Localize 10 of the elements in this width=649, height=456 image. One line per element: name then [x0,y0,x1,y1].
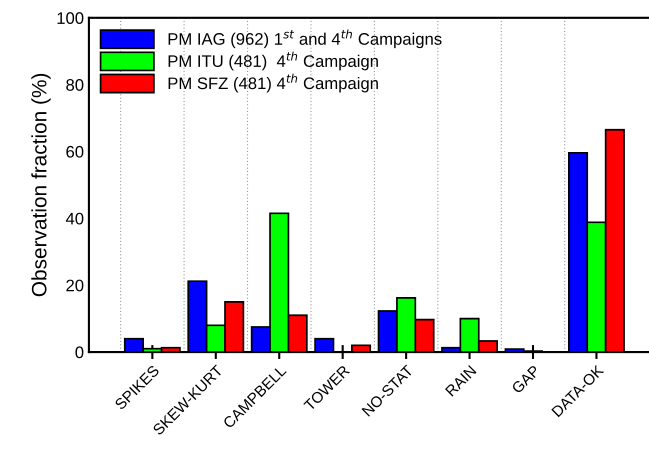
legend-label: PM SFZ (481) 4$^{th}$ Campaign [168,74,378,92]
y-tick-label: 0 [75,346,84,358]
y-tick-label: 60 [66,146,84,158]
y-tick-label: 40 [66,212,84,225]
y-tick-label: 20 [66,280,84,292]
y-axis-title: Observation fraction (%) [31,74,51,296]
y-tick-label: 100 [58,12,84,24]
legend-label: PM IAG (962) 1$^{st}$ and 4$^{th}$ Campaigns [168,29,442,48]
y-tick-label: 80 [66,79,84,91]
legend-label: PM ITU (481) 4$^{th}$ Campaign [168,52,378,70]
